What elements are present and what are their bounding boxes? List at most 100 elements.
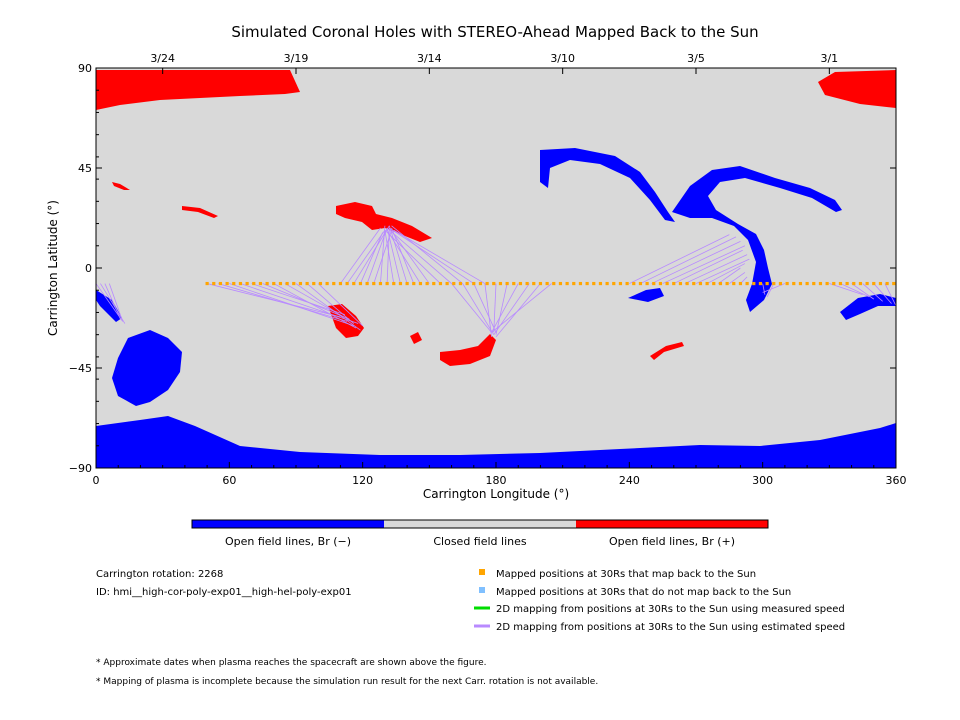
mapped-point-17 [318, 281, 323, 286]
mapping-line-7 [284, 283, 352, 322]
mapped-point-48 [525, 281, 529, 286]
mapped-point-15 [305, 281, 309, 286]
mapped-point-87 [785, 281, 789, 286]
mapping-line-47 [706, 263, 746, 284]
legend-label-not-mapped: Mapped positions at 30Rs that do not map… [496, 587, 791, 598]
mapped-point-98 [858, 281, 863, 286]
legend-label-measured: 2D mapping from positions at 30Rs to the… [496, 604, 845, 615]
mapped-point-5 [238, 281, 243, 286]
mapped-point-101 [878, 281, 883, 286]
mapped-point-59 [598, 281, 603, 286]
colorbar: Open field lines, Br (−) Closed field li… [191, 519, 769, 548]
mapped-point-13 [292, 281, 296, 286]
mapped-point-24 [365, 281, 369, 286]
mapping-line-46 [695, 258, 750, 284]
mapping-line-35 [495, 283, 508, 335]
x-tick-label-240: 240 [619, 474, 640, 487]
mapped-points-layer [205, 281, 896, 286]
y-tick-label-2: 0 [85, 262, 92, 275]
mapped-point-68 [658, 281, 663, 286]
mapping-line-26 [386, 227, 452, 284]
mapping-line-62 [104, 283, 121, 320]
mapping-line-13 [353, 225, 390, 284]
south-hole-positive-sliver-2 [410, 332, 422, 344]
mapped-point-97 [852, 281, 856, 286]
mapped-point-27 [385, 281, 389, 286]
date-tick-label-2: 3/14 [417, 52, 442, 65]
south-hole-negative-small-3 [96, 290, 122, 322]
y-tick-label-3: −45 [69, 362, 92, 375]
colorbar-label-negative: Open field lines, Br (−) [225, 535, 351, 548]
date-tick-label-4: 3/5 [687, 52, 705, 65]
mapping-line-11 [340, 227, 381, 284]
colorbar-closed [384, 520, 576, 528]
mapped-point-95 [838, 281, 843, 286]
mapping-line-29 [393, 229, 486, 284]
mapping-line-12 [346, 229, 386, 284]
mapping-line-4 [251, 283, 346, 316]
y-tick-label-4: −90 [69, 462, 92, 475]
mapping-line-63 [108, 283, 124, 322]
mapped-point-84 [765, 281, 769, 286]
mapped-point-34 [432, 281, 436, 286]
x-tick-label-120: 120 [352, 474, 373, 487]
mapped-point-26 [378, 281, 383, 286]
mapped-point-57 [585, 281, 589, 286]
mapped-point-23 [358, 281, 363, 286]
mapped-point-81 [745, 281, 749, 286]
mapped-point-53 [558, 281, 563, 286]
mapped-point-3 [225, 281, 229, 286]
chart-title: Simulated Coronal Holes with STEREO-Ahea… [231, 23, 758, 41]
mapping-line-36 [491, 283, 519, 333]
mapping-line-32 [473, 283, 497, 333]
x-tick-label-180: 180 [486, 474, 507, 487]
mapping-line-43 [662, 245, 746, 284]
date-tick-label-0: 3/24 [150, 52, 175, 65]
mid-hole-positive-north [336, 202, 432, 242]
mapped-point-88 [792, 281, 796, 286]
mapped-point-65 [638, 281, 643, 286]
footnote-incomplete: * Mapping of plasma is incomplete becaus… [96, 677, 598, 687]
mapped-point-94 [832, 281, 836, 286]
mapped-point-37 [452, 281, 456, 286]
mapped-point-74 [698, 281, 703, 286]
mapped-point-18 [325, 281, 329, 286]
mapping-line-58 [873, 283, 892, 304]
mapped-point-71 [678, 281, 683, 286]
legend-label-estimated: 2D mapping from positions at 30Rs to the… [496, 622, 845, 633]
mapped-point-85 [772, 281, 776, 286]
footnote-dates: * Approximate dates when plasma reaches … [96, 658, 487, 668]
mapping-line-21 [388, 225, 408, 284]
mapped-point-62 [618, 281, 623, 286]
mapping-line-60 [95, 283, 123, 322]
mapped-point-61 [612, 281, 616, 286]
y-tick-label-0: 90 [78, 62, 92, 75]
north-hole-negative-arc [540, 148, 675, 222]
mapped-point-31 [412, 281, 416, 286]
mapping-line-34 [493, 283, 497, 333]
mapped-point-10 [272, 281, 276, 286]
south-hole-negative-patch [112, 330, 182, 406]
north-hole-negative-hook [672, 166, 842, 312]
south-polar-hole-negative [96, 416, 896, 468]
x-axis-label: Carrington Longitude (°) [423, 487, 569, 501]
mapped-point-42 [485, 281, 489, 286]
mapped-point-25 [372, 281, 376, 286]
mapped-point-58 [592, 281, 596, 286]
mapping-line-30 [451, 283, 492, 333]
legend-swatch-not-mapped [479, 587, 485, 593]
mapping-line-8 [295, 283, 361, 331]
mapped-point-60 [605, 281, 609, 286]
mapped-point-16 [312, 281, 316, 286]
mapping-line-25 [384, 229, 441, 284]
mapping-line-6 [273, 283, 357, 329]
mapped-point-41 [478, 281, 483, 286]
colorbar-label-positive: Open field lines, Br (+) [609, 535, 735, 548]
mapping-line-44 [673, 249, 743, 284]
mapped-point-56 [578, 281, 583, 286]
mapping-line-31 [462, 283, 495, 335]
colorbar-negative [192, 520, 384, 528]
mapping-line-14 [360, 232, 384, 284]
mapped-point-70 [672, 281, 676, 286]
